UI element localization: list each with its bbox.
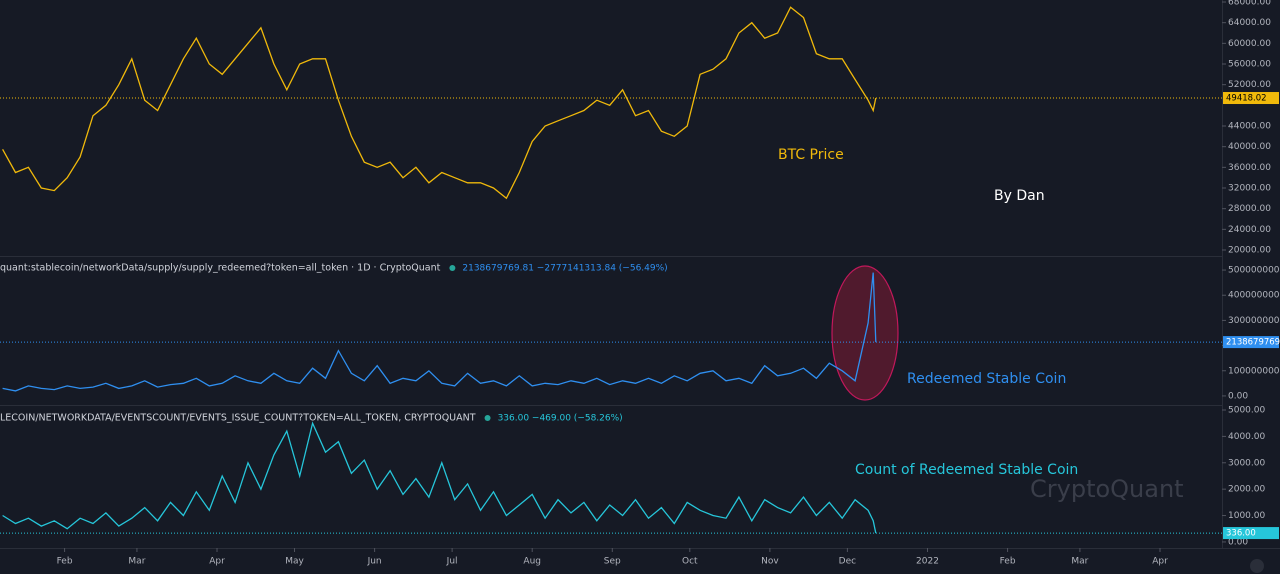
y-tick-label: 4000000000.00 bbox=[1228, 291, 1280, 301]
y-tick-label: 56000.00 bbox=[1228, 60, 1271, 70]
x-tick-label: Nov bbox=[761, 557, 779, 567]
data-line bbox=[2, 272, 877, 392]
y-tick-label: 1000000000.00 bbox=[1228, 366, 1280, 376]
x-tick-label: Feb bbox=[57, 557, 73, 567]
last-value-box bbox=[1223, 527, 1279, 540]
y-tick-label: 1000.00 bbox=[1228, 511, 1265, 521]
zoom-button[interactable] bbox=[1250, 559, 1264, 573]
x-tick-label: Feb bbox=[1000, 557, 1016, 567]
last-value-label: 2138679769.81 bbox=[1226, 338, 1280, 348]
y-tick-label: 2000.00 bbox=[1228, 485, 1265, 495]
x-tick-label: 2022 bbox=[916, 557, 939, 567]
last-value-box bbox=[1223, 336, 1279, 349]
x-tick-label: Mar bbox=[1071, 557, 1088, 567]
series-readout: 2138679769.81 −2777141313.84 (−56.49%) bbox=[462, 264, 667, 274]
y-tick-label: 32000.00 bbox=[1228, 184, 1271, 194]
y-tick-label: 68000.00 bbox=[1228, 0, 1271, 8]
x-tick-label: Apr bbox=[1152, 557, 1168, 567]
y-tick-label: 40000.00 bbox=[1228, 142, 1271, 152]
y-tick-label: 20000.00 bbox=[1228, 246, 1271, 256]
y-tick-label: 28000.00 bbox=[1228, 204, 1271, 214]
y-tick-label: 4000.00 bbox=[1228, 432, 1265, 442]
x-tick-label: Aug bbox=[523, 557, 541, 567]
x-tick-label: Mar bbox=[128, 557, 145, 567]
x-tick-label: May bbox=[285, 557, 304, 567]
series-source: quant:stablecoin/networkData/supply/supp… bbox=[0, 263, 441, 274]
last-value-box bbox=[1223, 92, 1279, 105]
annotation: BTC Price bbox=[778, 147, 844, 163]
y-tick-label: 5000.00 bbox=[1228, 406, 1265, 416]
highlight-ellipse bbox=[831, 265, 899, 401]
x-tick-label: Sep bbox=[604, 557, 621, 567]
y-tick-label: 24000.00 bbox=[1228, 225, 1271, 235]
x-tick-label: Dec bbox=[839, 557, 856, 567]
series-source: LECOIN/NETWORKDATA/EVENTSCOUNT/EVENTS_IS… bbox=[0, 413, 476, 424]
y-tick-label: 3000000000.00 bbox=[1228, 316, 1280, 326]
y-tick-label: 60000.00 bbox=[1228, 39, 1271, 49]
y-tick-label: 52000.00 bbox=[1228, 80, 1271, 90]
annotation: By Dan bbox=[994, 188, 1045, 204]
status-dot bbox=[484, 415, 491, 421]
y-tick-label: 5000000000.00 bbox=[1228, 266, 1280, 276]
y-tick-label: 44000.00 bbox=[1228, 122, 1271, 132]
x-tick-label: Apr bbox=[209, 557, 225, 567]
y-tick-label: 0.00 bbox=[1228, 391, 1248, 401]
annotation: Count of Redeemed Stable Coin bbox=[855, 462, 1078, 478]
x-tick-label: Jun bbox=[367, 557, 382, 567]
y-tick-label: 36000.00 bbox=[1228, 163, 1271, 173]
y-tick-label: 0.00 bbox=[1228, 537, 1248, 547]
watermark: CryptoQuant bbox=[1030, 475, 1184, 503]
data-line bbox=[2, 6, 877, 200]
series-readout: 336.00 −469.00 (−58.26%) bbox=[498, 414, 623, 424]
y-tick-label: 64000.00 bbox=[1228, 18, 1271, 28]
status-dot bbox=[449, 265, 456, 271]
x-tick-label: Jul bbox=[446, 557, 458, 567]
x-tick-label: Oct bbox=[682, 557, 698, 567]
last-value-label: 336.00 bbox=[1226, 529, 1256, 539]
last-value-label: 49418.02 bbox=[1226, 94, 1267, 104]
y-tick-label: 3000.00 bbox=[1228, 458, 1265, 468]
annotation: Redeemed Stable Coin bbox=[907, 371, 1066, 387]
data-line bbox=[2, 421, 877, 534]
